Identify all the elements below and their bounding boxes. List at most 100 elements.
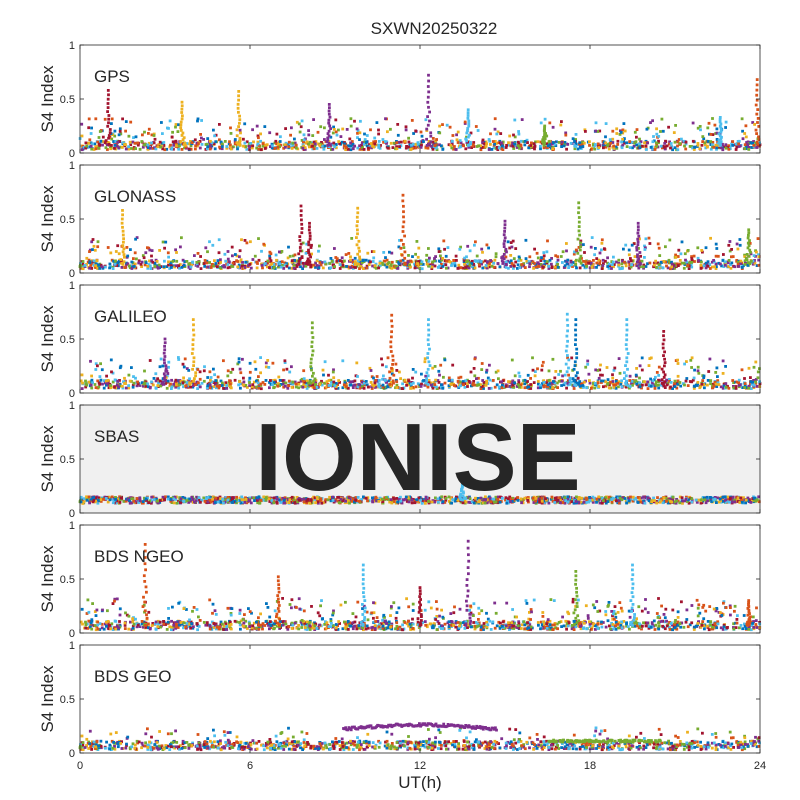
s4-point xyxy=(638,385,642,389)
s4-point xyxy=(214,262,218,265)
s4-point xyxy=(733,265,737,269)
s4-point xyxy=(667,125,670,129)
s4-point xyxy=(517,255,521,259)
s4-point xyxy=(343,379,347,383)
s4-point xyxy=(79,262,82,265)
s4-point xyxy=(475,145,479,148)
s4-point xyxy=(424,374,428,378)
s4-point xyxy=(193,254,196,257)
s4-point xyxy=(126,254,130,258)
s4-point xyxy=(676,144,679,148)
s4-point xyxy=(141,133,144,137)
s4-point xyxy=(420,382,423,386)
s4-point xyxy=(757,500,761,504)
s4-point xyxy=(153,262,157,265)
s4-point xyxy=(328,124,332,128)
s4-point xyxy=(369,142,373,145)
s4-point xyxy=(619,131,623,134)
s4-point xyxy=(395,369,399,372)
s4-point xyxy=(163,246,166,250)
s4-point xyxy=(744,124,748,128)
s4-point xyxy=(344,385,348,388)
s4-point xyxy=(727,386,731,390)
s4-point xyxy=(230,245,234,249)
s4-point xyxy=(106,148,109,151)
s4-point xyxy=(540,256,543,259)
s4-point xyxy=(132,381,136,385)
s4-point xyxy=(568,376,572,380)
s4-point xyxy=(309,265,313,269)
s4-point xyxy=(358,260,362,263)
s4-point xyxy=(606,261,609,265)
s4-point xyxy=(542,251,546,254)
s4-point xyxy=(692,376,696,380)
s4-point xyxy=(441,123,444,126)
s4-point xyxy=(303,146,307,149)
s4-point xyxy=(127,145,130,149)
s4-point xyxy=(494,255,498,259)
s4-point xyxy=(593,147,597,151)
s4-point xyxy=(465,135,468,139)
s4-point xyxy=(572,367,576,371)
s4-point xyxy=(162,141,166,144)
s4-point xyxy=(163,344,166,348)
s4-point xyxy=(356,220,359,223)
s4-point xyxy=(534,370,537,373)
s4-point xyxy=(752,254,756,257)
s4-point xyxy=(338,263,342,266)
s4-point xyxy=(245,241,249,245)
s4-point xyxy=(402,246,406,249)
s4-point xyxy=(197,381,200,385)
s4-point xyxy=(431,263,435,267)
s4-point xyxy=(756,376,760,380)
s4-point xyxy=(676,362,680,365)
s4-point xyxy=(242,137,245,141)
s4-point xyxy=(716,254,720,258)
s4-point xyxy=(547,369,551,373)
s4-point xyxy=(357,239,361,243)
s4-point xyxy=(208,370,212,374)
s4-point xyxy=(298,246,302,249)
s4-point xyxy=(624,499,628,503)
s4-point xyxy=(455,133,458,137)
s4-point xyxy=(329,499,333,503)
s4-point xyxy=(261,142,265,145)
s4-point xyxy=(327,134,331,138)
s4-point xyxy=(706,144,709,148)
s4-point xyxy=(482,387,485,390)
s4-point xyxy=(405,145,408,148)
s4-point xyxy=(620,385,624,388)
s4-point xyxy=(504,266,508,269)
s4-point xyxy=(474,240,477,244)
s4-point xyxy=(476,129,480,132)
s4-point xyxy=(130,147,133,150)
s4-point xyxy=(416,382,420,386)
s4-point xyxy=(107,495,111,499)
s4-point xyxy=(630,140,634,144)
s4-point xyxy=(377,140,381,143)
s4-point xyxy=(632,144,636,148)
s4-point xyxy=(536,256,540,260)
s4-point xyxy=(219,261,222,264)
s4-point xyxy=(238,121,241,125)
s4-point xyxy=(440,144,443,148)
s4-point xyxy=(685,377,689,380)
s4-point xyxy=(381,138,385,141)
s4-point xyxy=(469,501,472,504)
s4-point xyxy=(511,141,514,145)
s4-point xyxy=(279,135,282,139)
y-tick-label: 1 xyxy=(69,160,75,172)
s4-point xyxy=(574,142,578,146)
s4-point xyxy=(533,262,536,265)
s4-point xyxy=(147,246,151,250)
s4-point xyxy=(406,266,410,270)
s4-point xyxy=(370,146,373,150)
s4-point xyxy=(206,145,210,149)
s4-point xyxy=(755,78,759,81)
s4-point xyxy=(634,379,638,382)
s4-point xyxy=(283,359,287,363)
s4-point xyxy=(331,147,335,151)
s4-point xyxy=(487,265,491,269)
s4-point xyxy=(683,144,686,148)
s4-point xyxy=(121,250,125,254)
